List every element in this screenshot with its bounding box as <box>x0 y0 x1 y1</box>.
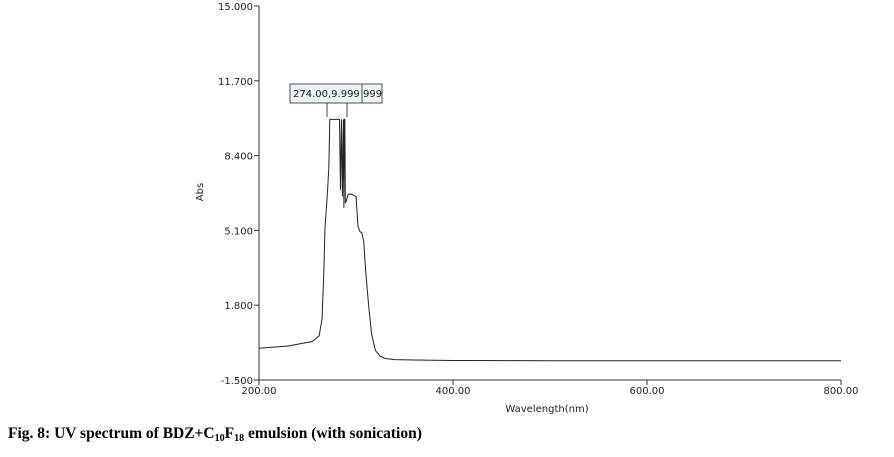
series-line <box>258 118 841 362</box>
x-tick-label: 400.00 <box>436 386 471 397</box>
axes <box>258 6 841 381</box>
figure-caption: Fig. 8: UV spectrum of BDZ+C10F18 emulsi… <box>8 425 422 444</box>
caption-sub1: 10 <box>214 433 225 444</box>
peak-annotation: 274.00,9.999 999 <box>289 83 383 117</box>
y-axis-label: Abs <box>195 183 206 201</box>
y-tick-label: 11.700 <box>218 77 253 88</box>
annotation-box <box>289 83 383 104</box>
y-tick-label: 1.800 <box>224 301 253 312</box>
y-tick-label: -1.500 <box>221 376 253 387</box>
x-axis-label: Wavelength(nm) <box>505 404 588 415</box>
y-tick-label: 8.400 <box>224 152 253 163</box>
x-tick-label: 800.00 <box>824 386 859 397</box>
y-tick-label: 15.000 <box>218 2 253 13</box>
caption-text-before: UV spectrum of BDZ+C <box>54 425 215 442</box>
caption-text-after: emulsion (with sonication) <box>247 425 422 442</box>
x-tick-label: 200.00 <box>242 386 277 397</box>
caption-mid: F <box>224 425 235 442</box>
x-tick-label: 600.00 <box>630 386 665 397</box>
series-group <box>258 118 841 362</box>
ticks: -1.500 1.800 5.100 8.400 11.700 15.000 200.00 4… <box>218 2 859 397</box>
annotation-value: 274.00,9.999 <box>293 89 360 100</box>
caption-label: Fig. 8: <box>8 425 51 442</box>
y-tick-label: 5.100 <box>224 226 253 237</box>
caption-sub2: 18 <box>234 433 245 444</box>
annotation-value-cont: 999 <box>363 89 382 100</box>
